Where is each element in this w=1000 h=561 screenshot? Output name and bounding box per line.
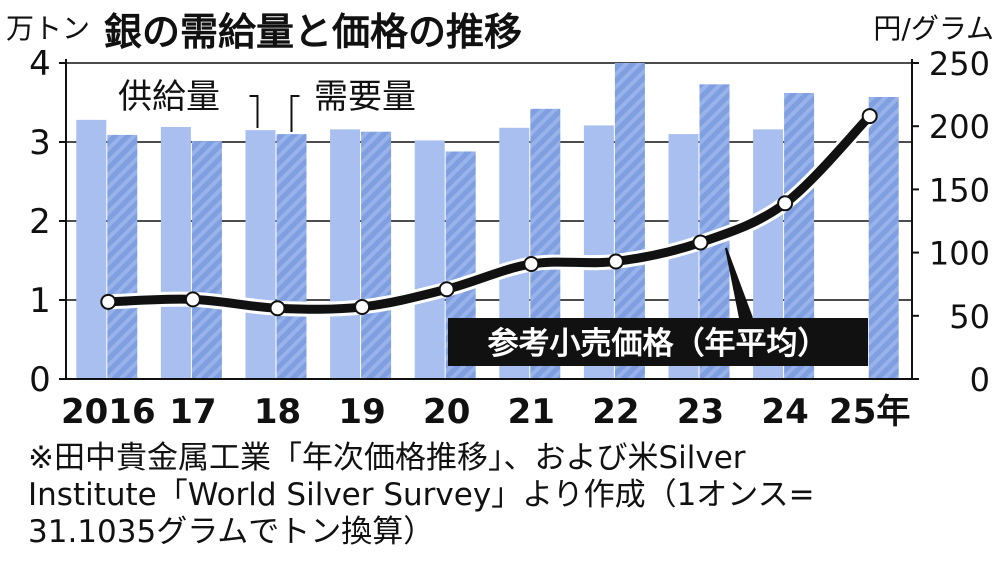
price-point	[354, 298, 371, 315]
price-label: 参考小売価格（年平均）	[488, 326, 829, 362]
price-point	[523, 255, 540, 272]
price-point	[100, 293, 117, 310]
chart-title: 銀の需給量と価格の推移	[104, 10, 522, 54]
demand-legend-label: 需要量	[314, 77, 416, 117]
x-tick-label: 24	[761, 392, 808, 432]
x-tick-label: 22	[592, 392, 639, 432]
left-unit-label: 万トン	[6, 12, 90, 45]
price-label-pointer	[725, 247, 753, 319]
price-point	[692, 234, 709, 251]
x-tick-label: 20	[423, 392, 470, 432]
x-tick-label: 2016	[61, 392, 156, 432]
footnote-line-2: Institute「World Silver Survey」より作成（1オンス=	[28, 477, 815, 513]
x-tick-label: 17	[169, 392, 216, 432]
supply-bar	[245, 130, 276, 379]
price-line	[100, 108, 878, 317]
right-tick-label: 0	[970, 361, 990, 399]
price-label-box	[448, 318, 868, 366]
supply-legend-label: 供給量	[118, 77, 220, 117]
left-tick-label: 1	[29, 281, 51, 321]
price-point	[607, 253, 624, 270]
price-point	[184, 291, 201, 308]
demand-bar	[361, 131, 392, 379]
supply-bar	[330, 129, 361, 379]
demand-bar	[276, 134, 307, 379]
supply-leader	[249, 95, 259, 128]
x-tick-label: 21	[508, 392, 555, 432]
x-tick-label: 23	[677, 392, 724, 432]
demand-bar	[107, 134, 138, 379]
supply-bar	[414, 140, 445, 379]
demand-bar	[868, 96, 899, 379]
right-tick-label: 150	[929, 171, 990, 209]
price-point	[861, 108, 878, 125]
footnote-line-1: ※田中貴金属工業「年次価格推移」、および米Silver	[28, 440, 746, 476]
right-unit-label: 円/グラム	[873, 12, 994, 45]
price-point	[777, 195, 794, 212]
price-point	[269, 300, 286, 317]
x-tick-label: 19	[338, 392, 385, 432]
right-tick-label: 250	[929, 45, 990, 83]
axes	[59, 59, 919, 380]
price-line	[103, 111, 875, 314]
demand-leader	[290, 95, 300, 132]
footnote-line-3: 31.1035グラムでトン換算）	[28, 514, 435, 550]
demand-bar	[191, 141, 222, 379]
left-tick-label: 3	[29, 123, 51, 163]
right-tick-label: 200	[929, 108, 990, 146]
right-tick-label: 100	[929, 235, 990, 273]
right-tick-label: 50	[949, 298, 990, 336]
left-tick-label: 2	[29, 202, 51, 242]
x-tick-label: 18	[254, 392, 301, 432]
supply-bar	[160, 126, 191, 380]
left-tick-label: 4	[29, 44, 51, 84]
price-point	[438, 281, 455, 298]
x-tick-label: 25年	[829, 392, 910, 432]
left-tick-label: 0	[29, 360, 51, 400]
supply-bar	[76, 119, 107, 379]
